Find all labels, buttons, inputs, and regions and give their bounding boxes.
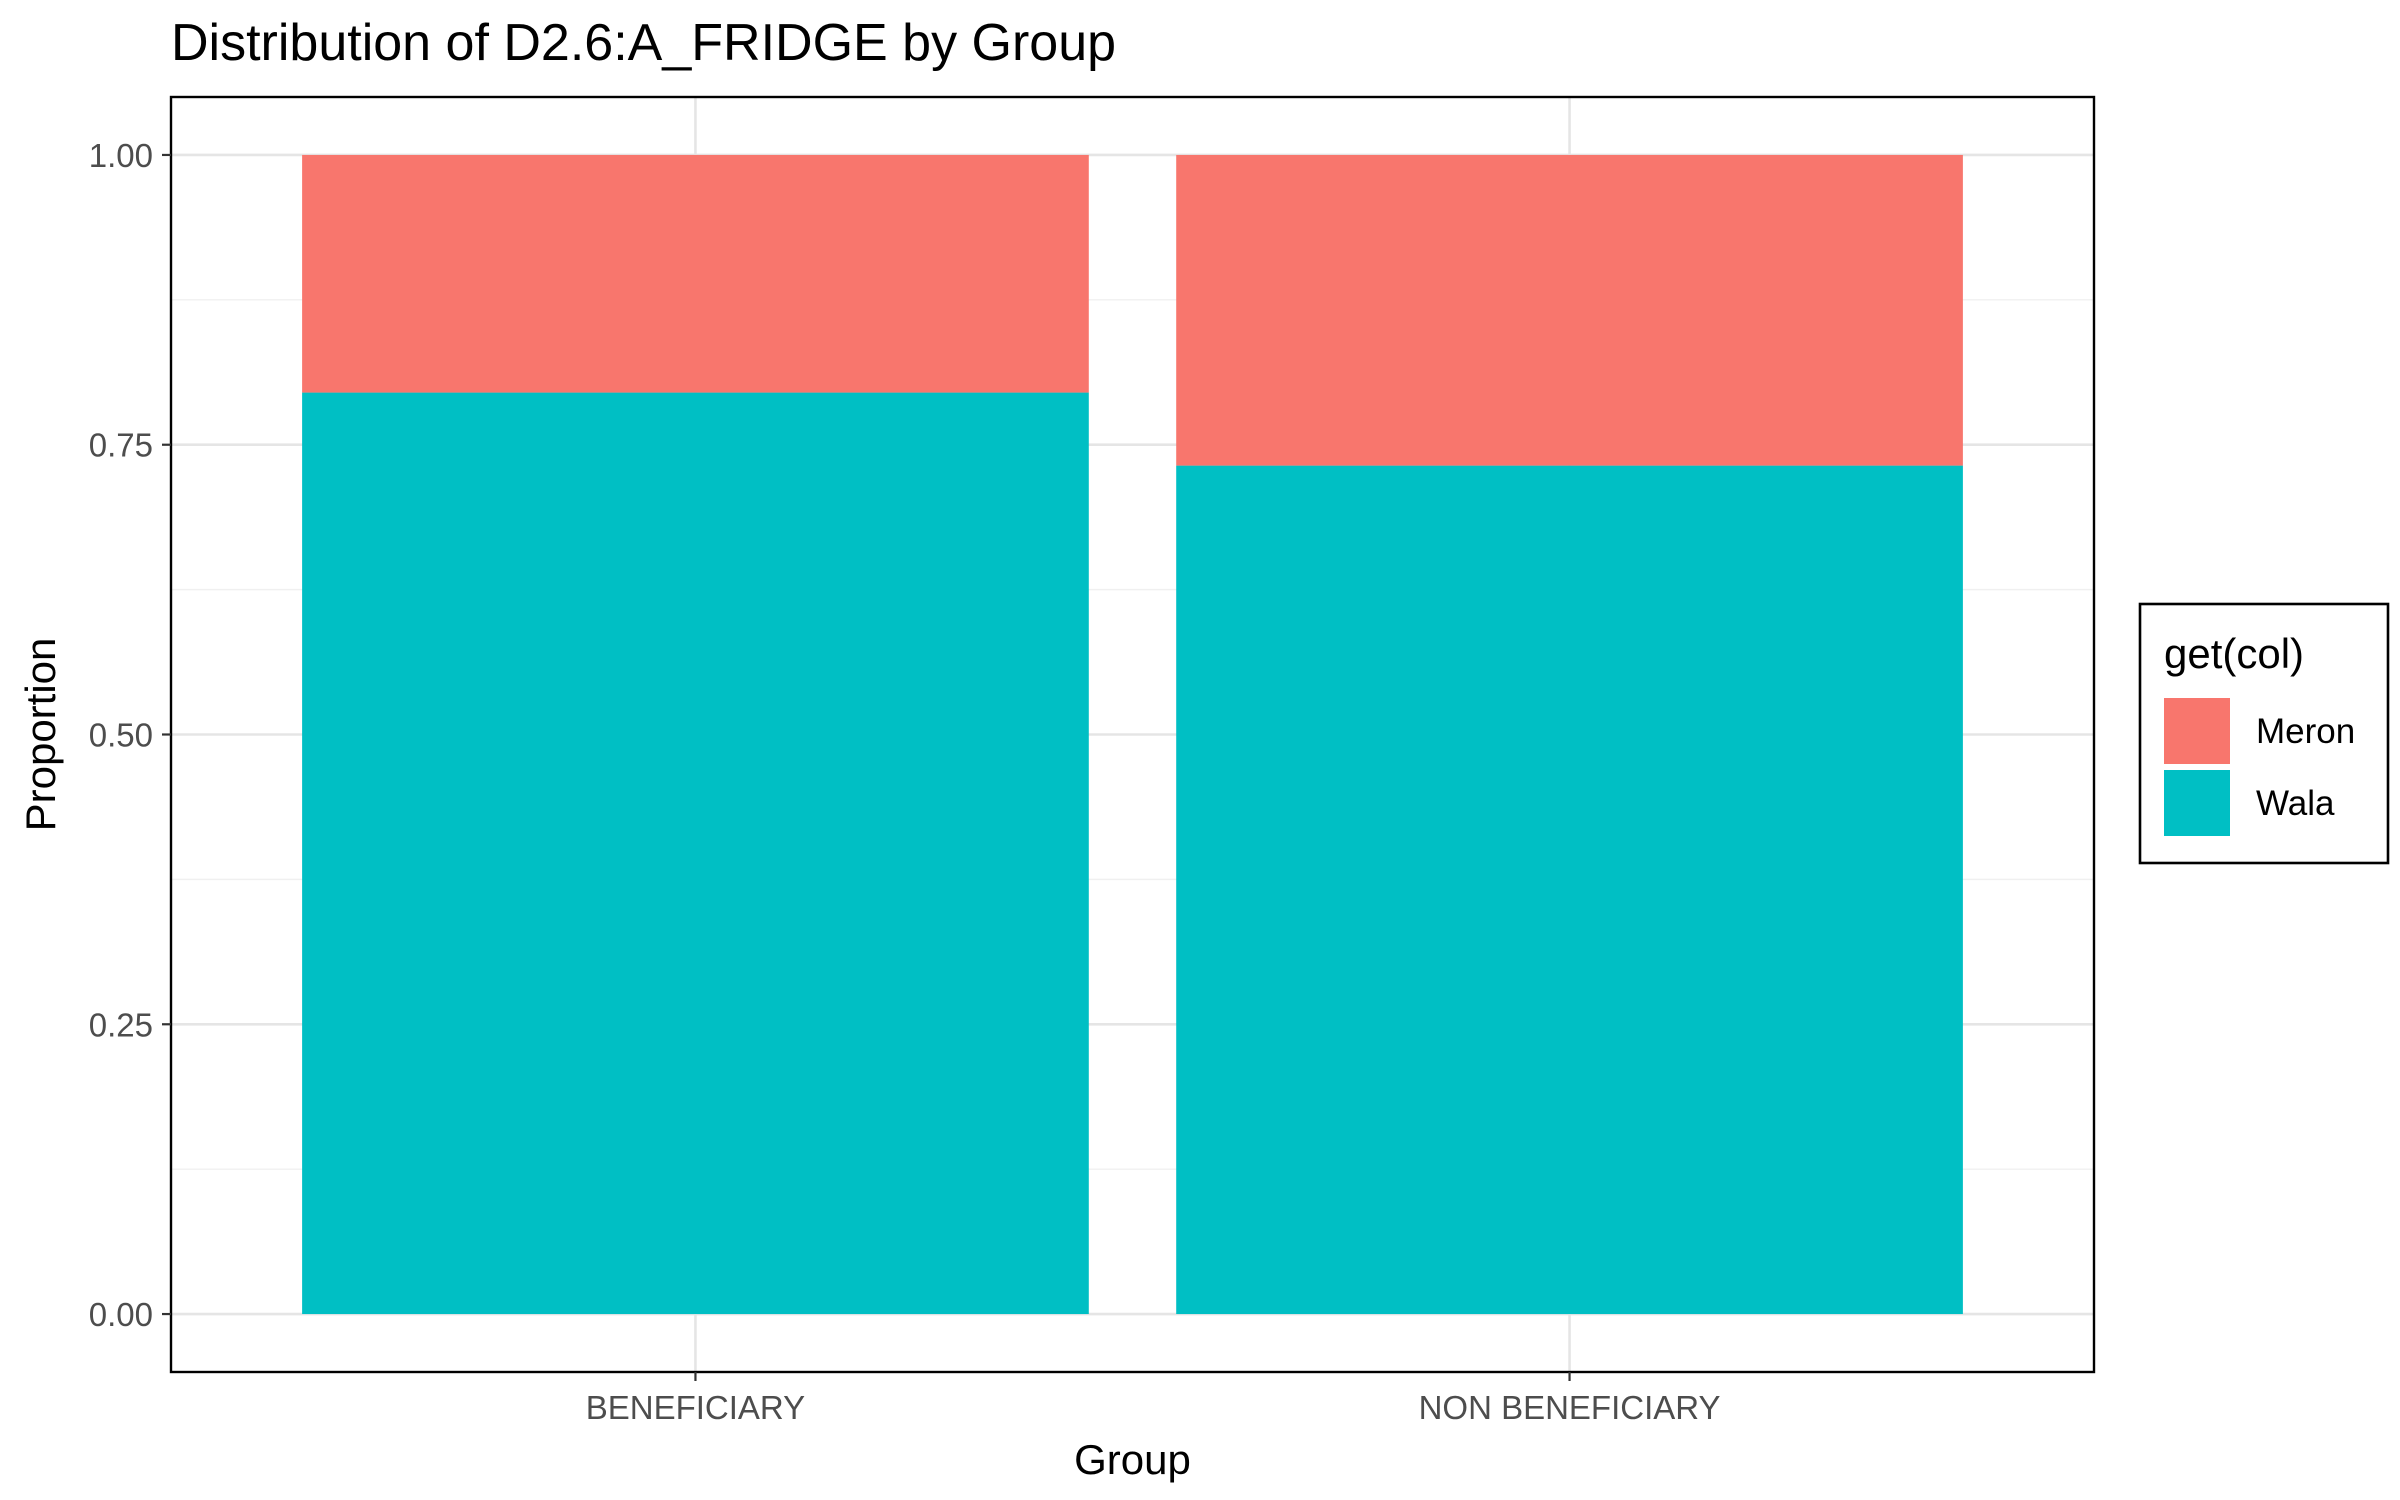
x-tick-label: NON BENEFICIARY [1419, 1389, 1721, 1426]
y-tick-label: 0.25 [89, 1006, 153, 1043]
bar-wala-beneficiary [302, 392, 1089, 1315]
legend-key-meron [2164, 698, 2230, 764]
bar-meron-beneficiary [302, 154, 1089, 393]
y-tick-label: 0.50 [89, 717, 153, 754]
y-tick-label: 0.00 [89, 1296, 153, 1333]
legend-label-wala: Wala [2256, 784, 2335, 823]
bar-wala-non-beneficiary [1176, 465, 1963, 1315]
chart-title: Distribution of D2.6:A_FRIDGE by Group [171, 14, 1116, 72]
bars [302, 154, 1963, 1315]
legend-title: get(col) [2164, 630, 2304, 677]
y-tick-label: 1.00 [89, 137, 153, 174]
x-tick-label: BENEFICIARY [586, 1389, 805, 1426]
legend-key-wala [2164, 770, 2230, 836]
legend-label-meron: Meron [2256, 712, 2355, 751]
legend: get(col) Meron Wala [2138, 602, 2390, 865]
y-axis-title: Proportion [17, 638, 64, 832]
bar-meron-non-beneficiary [1176, 154, 1963, 466]
y-axis: 0.00 0.25 0.50 0.75 1.00 [89, 137, 171, 1333]
x-axis-title: Group [1074, 1436, 1191, 1483]
x-axis: BENEFICIARY NON BENEFICIARY [586, 1372, 1721, 1426]
y-tick-label: 0.75 [89, 427, 153, 464]
legend-items: Meron Wala [2164, 698, 2355, 836]
